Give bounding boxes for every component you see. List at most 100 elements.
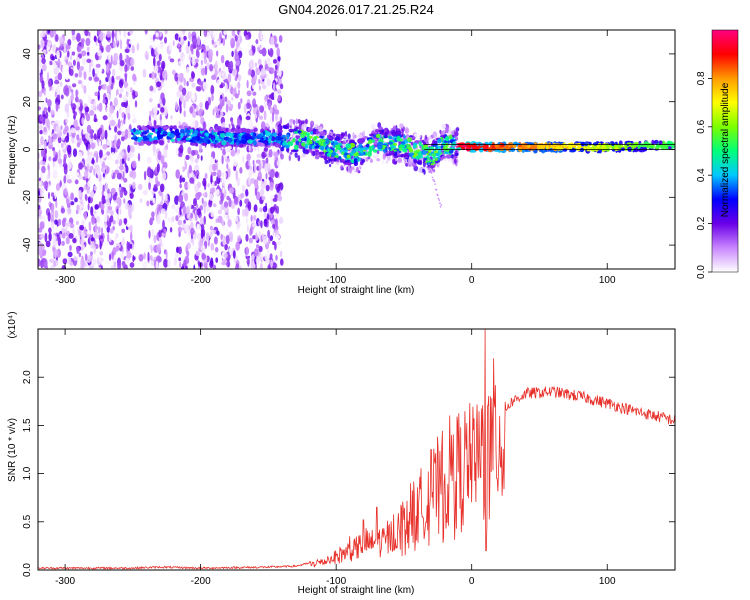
spectrogram-cell xyxy=(130,231,133,242)
spectrogram-cell xyxy=(279,83,284,90)
spectrogram-cell xyxy=(155,192,160,202)
spectrogram-cell xyxy=(314,124,320,130)
spectrogram-cell xyxy=(38,195,42,203)
spectrogram-cell xyxy=(170,138,175,142)
spectrogram-cell xyxy=(245,102,251,109)
spectrogram-cell xyxy=(64,187,68,196)
spectrogram-cell xyxy=(271,74,274,83)
spectrogram-cell xyxy=(236,140,240,146)
spectrogram-cell xyxy=(262,205,268,213)
spectrogram-cell xyxy=(375,129,380,133)
spectrogram-cell xyxy=(70,201,75,206)
spectrogram-cell xyxy=(391,131,397,137)
colorbar-label: Normalized spectral amplitude xyxy=(720,82,731,217)
spectrogram-cell xyxy=(201,142,208,146)
spectrogram-cell xyxy=(87,203,90,211)
spectrogram-cell xyxy=(208,96,211,106)
spectrogram-cell xyxy=(552,143,558,148)
spectrogram-cell xyxy=(52,43,57,52)
spectrogram-cell xyxy=(234,76,238,81)
spectrogram-cell xyxy=(47,99,52,107)
spectrogram-cell xyxy=(39,114,44,122)
spectrogram-cell xyxy=(359,147,366,151)
spectrogram-cell xyxy=(259,262,264,269)
spectrogram-cell xyxy=(125,165,129,174)
spectrogram-cell xyxy=(244,136,250,141)
spectrogram-cell xyxy=(332,133,336,137)
spectrogram-cell xyxy=(435,188,438,191)
spectrogram-cell xyxy=(263,212,268,218)
spectrogram-cell xyxy=(258,245,263,253)
spectrogram-cell xyxy=(137,137,142,143)
spectrogram-cell xyxy=(46,134,49,143)
spectrogram-cell xyxy=(259,188,265,197)
spectrogram-cell xyxy=(354,134,357,139)
spectrogram-cell xyxy=(197,153,200,160)
spectrogram-cell xyxy=(217,142,220,149)
spectrogram-cell xyxy=(146,200,150,207)
spectrogram-cell xyxy=(81,117,85,125)
spectrogram-cell xyxy=(71,30,75,37)
spectrogram-cell xyxy=(83,71,87,80)
spectrogram-cell xyxy=(265,32,269,39)
spectrogram-cell xyxy=(246,90,252,97)
spectrogram-cell xyxy=(62,132,65,141)
spectrogram-cell xyxy=(178,60,182,66)
spectrogram-cell xyxy=(253,163,257,173)
spectrogram-cell xyxy=(149,89,153,98)
spectrogram-cell xyxy=(305,149,309,155)
spectrogram-cell xyxy=(171,204,176,210)
spectrogram-cell xyxy=(236,221,241,229)
snr-x-tick-label: 100 xyxy=(599,576,616,587)
spectrogram-cell xyxy=(109,227,114,234)
spectrogram-cell xyxy=(201,52,205,59)
spectrogram-cell xyxy=(78,68,82,78)
spectrogram-cell xyxy=(152,216,155,221)
spectrogram-cell xyxy=(133,80,136,86)
spectrogram-cell xyxy=(175,101,178,111)
spectrogram-cell xyxy=(57,72,62,81)
spectrogram-cell xyxy=(179,183,182,189)
spectrogram-cell xyxy=(231,96,234,101)
spectrogram-cell xyxy=(73,139,76,144)
spectrogram-cell xyxy=(275,234,280,240)
spectrogram-cell xyxy=(206,62,210,70)
spectrogram-cell xyxy=(38,227,43,233)
spectrogram-cell xyxy=(297,130,302,134)
spectrogram-cell xyxy=(101,195,106,205)
spectrogram-cell xyxy=(376,144,383,150)
spectrogram-cell xyxy=(454,153,459,156)
spectrogram-cell xyxy=(233,158,238,167)
spectrogram-cell xyxy=(230,149,236,157)
spectrogram-cell xyxy=(191,93,196,102)
spectrogram-cell xyxy=(177,42,181,48)
spectrogram-cell xyxy=(49,30,55,38)
spectrogram-cell xyxy=(590,146,597,152)
spectrogram-cell xyxy=(158,53,162,62)
spectrogram-cell xyxy=(274,43,279,48)
spectrogram-cell xyxy=(59,81,63,87)
spectrogram-cell xyxy=(127,144,131,153)
spectrogram-cell xyxy=(215,247,219,253)
spectrogram-cell xyxy=(83,85,87,94)
spectrogram-cell xyxy=(96,215,101,223)
spectrogram-cell xyxy=(235,263,240,269)
spectrogram-cell xyxy=(126,251,132,259)
spectrogram-cell xyxy=(222,70,225,77)
spectrogram-cell xyxy=(39,130,43,135)
spectrogram-cell xyxy=(170,211,174,218)
spectrogram-cell xyxy=(300,133,306,139)
spectrogram-cell xyxy=(173,257,177,266)
spectrogram-cell xyxy=(208,200,213,208)
spectrogram-cell xyxy=(196,50,200,59)
spectrogram-cell xyxy=(90,251,93,256)
spectrogram-cell xyxy=(56,86,60,96)
spectrogram-cell xyxy=(123,113,126,120)
spectrogram-cell xyxy=(218,71,223,78)
spectrogram-cell xyxy=(203,206,206,215)
spectrogram-cell xyxy=(117,130,122,136)
figure-title: GN04.2026.017.21.25.R24 xyxy=(278,2,433,17)
snr-x-tick-label: 0 xyxy=(469,576,475,587)
spectrogram-cell xyxy=(188,164,192,174)
spectrogram-cell xyxy=(367,156,371,160)
